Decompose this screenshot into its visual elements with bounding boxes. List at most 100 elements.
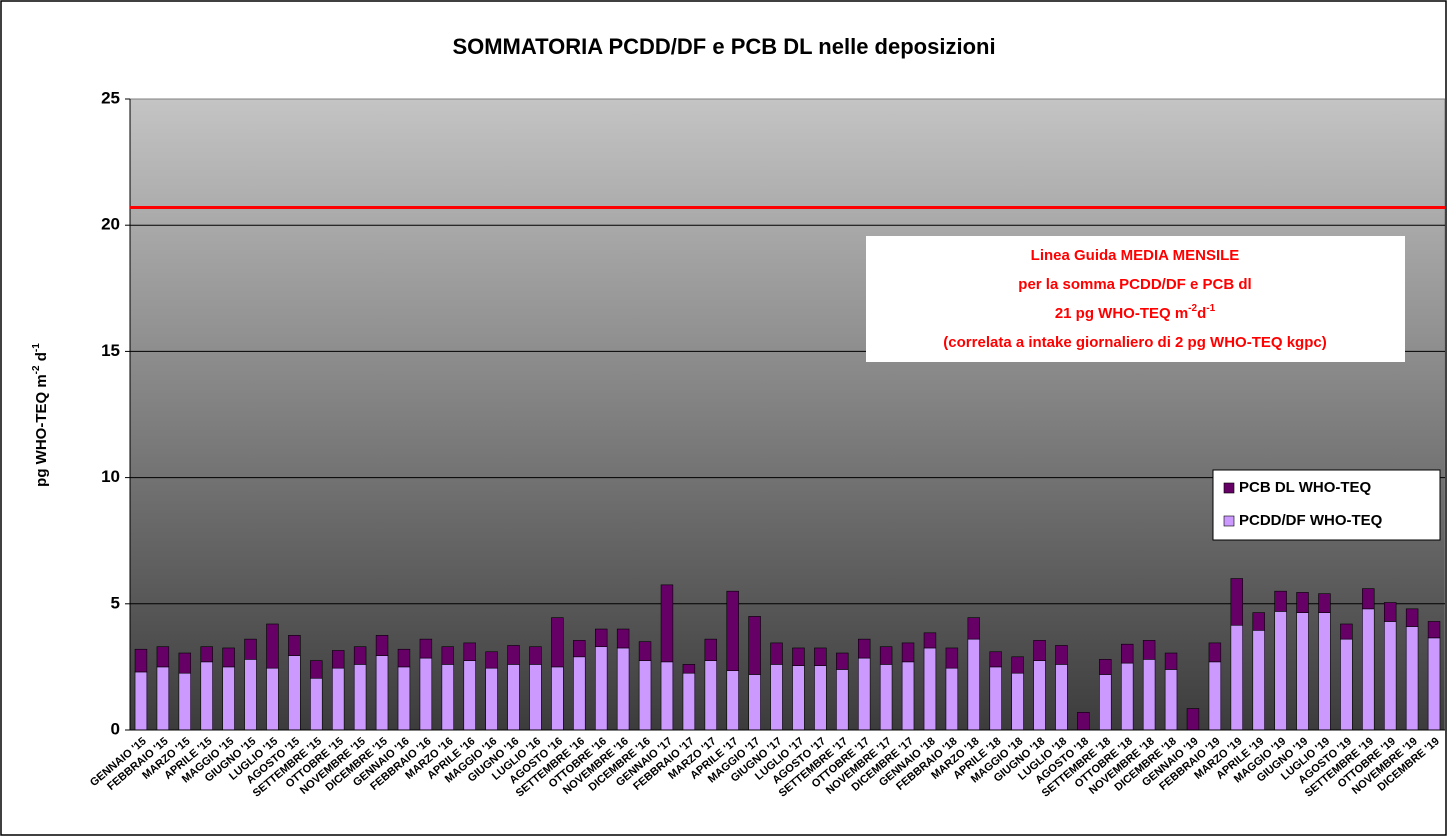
bar-segment xyxy=(901,642,915,663)
bar-segment xyxy=(638,660,652,731)
bar-segment xyxy=(529,664,542,731)
bar-segment xyxy=(134,648,148,673)
annotation-line: per la somma PCDD/DF e PCB dl xyxy=(1018,276,1251,293)
bar-segment xyxy=(222,647,235,668)
bar-segment xyxy=(1252,612,1265,631)
bar-segment xyxy=(1383,602,1397,622)
bar-segment xyxy=(726,590,739,671)
bar-segment xyxy=(507,645,520,665)
bar-segment xyxy=(331,667,345,731)
bar-segment xyxy=(1427,621,1441,639)
bar-segment xyxy=(1142,659,1156,731)
annotation-part: -2 xyxy=(1188,303,1197,314)
bar-segment xyxy=(814,665,827,731)
bar-segment xyxy=(1252,630,1265,731)
bar-segment xyxy=(1055,645,1068,665)
bar-segment xyxy=(397,648,411,668)
bar-segment xyxy=(441,664,455,731)
bar-segment xyxy=(178,672,192,731)
bar-segment xyxy=(726,670,739,731)
bar-segment xyxy=(353,646,367,665)
bar-segment xyxy=(1033,640,1046,661)
bar-segment xyxy=(1427,637,1441,731)
bar-segment xyxy=(1340,623,1353,640)
bar-segment xyxy=(594,646,608,731)
bar-segment xyxy=(879,646,893,665)
bar-segment xyxy=(989,651,1002,668)
bar-segment xyxy=(704,638,718,661)
bar-segment xyxy=(879,664,893,731)
bar-segment xyxy=(945,667,959,731)
bar-segment xyxy=(266,667,279,731)
bar-segment xyxy=(660,661,674,731)
bar-segment xyxy=(1362,588,1375,610)
annotation-box xyxy=(866,236,1405,362)
annotation-part: (correlata a intake giornaliero di 2 pg … xyxy=(943,334,1326,351)
annotation-line: 21 pg WHO-TEQ m-2d-1 xyxy=(1055,303,1216,322)
bar-segment xyxy=(397,666,411,731)
bar-segment xyxy=(1120,662,1134,731)
bar-segment xyxy=(310,660,323,679)
bar-segment xyxy=(616,647,630,731)
bar-segment xyxy=(748,674,761,731)
bar-segment xyxy=(1405,608,1419,627)
annotation-part: per la somma PCDD/DF e PCB dl xyxy=(1018,276,1251,293)
bar-segment xyxy=(353,664,367,731)
bar-segment xyxy=(244,638,257,660)
bar-segment xyxy=(857,638,871,659)
bar-segment xyxy=(1208,642,1222,663)
legend-swatch xyxy=(1223,515,1235,527)
y-tick-label: 10 xyxy=(101,467,120,486)
bar-segment xyxy=(507,664,520,731)
annotation-part: Linea Guida MEDIA MENSILE xyxy=(1031,247,1240,264)
bar-segment xyxy=(967,617,981,640)
bar-segment xyxy=(616,628,630,649)
bar-segment xyxy=(770,664,783,731)
bar-segment xyxy=(1208,661,1222,731)
bar-segment xyxy=(923,647,937,731)
bar-segment xyxy=(310,677,323,731)
bar-segment xyxy=(551,666,564,731)
annotation-line: (correlata a intake giornaliero di 2 pg … xyxy=(943,334,1326,351)
bar-segment xyxy=(1318,593,1331,613)
bar-segment xyxy=(1099,659,1112,675)
bar-segment xyxy=(1164,652,1178,670)
legend-box xyxy=(1212,469,1441,541)
bar-segment xyxy=(1120,643,1134,664)
chart-title: SOMMATORIA PCDD/DF e PCB DL nelle deposi… xyxy=(452,34,995,59)
bar-segment xyxy=(529,646,542,665)
bar-segment xyxy=(463,660,476,731)
bar-segment xyxy=(1230,578,1244,626)
bar-segment xyxy=(792,647,805,666)
bar-segment xyxy=(1186,708,1200,731)
bar-segment xyxy=(551,617,564,668)
bar-segment xyxy=(463,642,476,661)
bar-segment xyxy=(244,659,257,731)
bar-segment xyxy=(1405,626,1419,731)
bar-segment xyxy=(1362,608,1375,731)
bar-segment xyxy=(989,666,1002,731)
bar-segment xyxy=(288,655,301,731)
y-axis-label-part: -2 xyxy=(31,365,42,374)
y-tick-label: 0 xyxy=(111,719,120,738)
bar-segment xyxy=(792,665,805,731)
bar-segment xyxy=(200,661,213,731)
bar-segment xyxy=(638,641,652,661)
bar-segment xyxy=(375,635,389,656)
bar-segment xyxy=(1099,674,1112,731)
y-tick-label: 15 xyxy=(101,341,120,360)
bar-segment xyxy=(748,616,761,675)
annotation-part: 21 pg WHO-TEQ m xyxy=(1055,305,1188,322)
bar-segment xyxy=(1142,640,1156,660)
bar-segment xyxy=(660,584,674,663)
y-tick-label: 20 xyxy=(101,215,120,234)
bar-segment xyxy=(1011,672,1024,731)
bar-segment xyxy=(288,635,301,656)
annotation-part: -1 xyxy=(1206,303,1215,314)
bar-segment xyxy=(134,671,148,731)
annotation-part: d xyxy=(1197,305,1206,322)
bar-segment xyxy=(485,667,498,731)
plot-area xyxy=(129,98,1446,731)
bar-segment xyxy=(441,646,455,665)
bar-segment xyxy=(375,655,389,731)
